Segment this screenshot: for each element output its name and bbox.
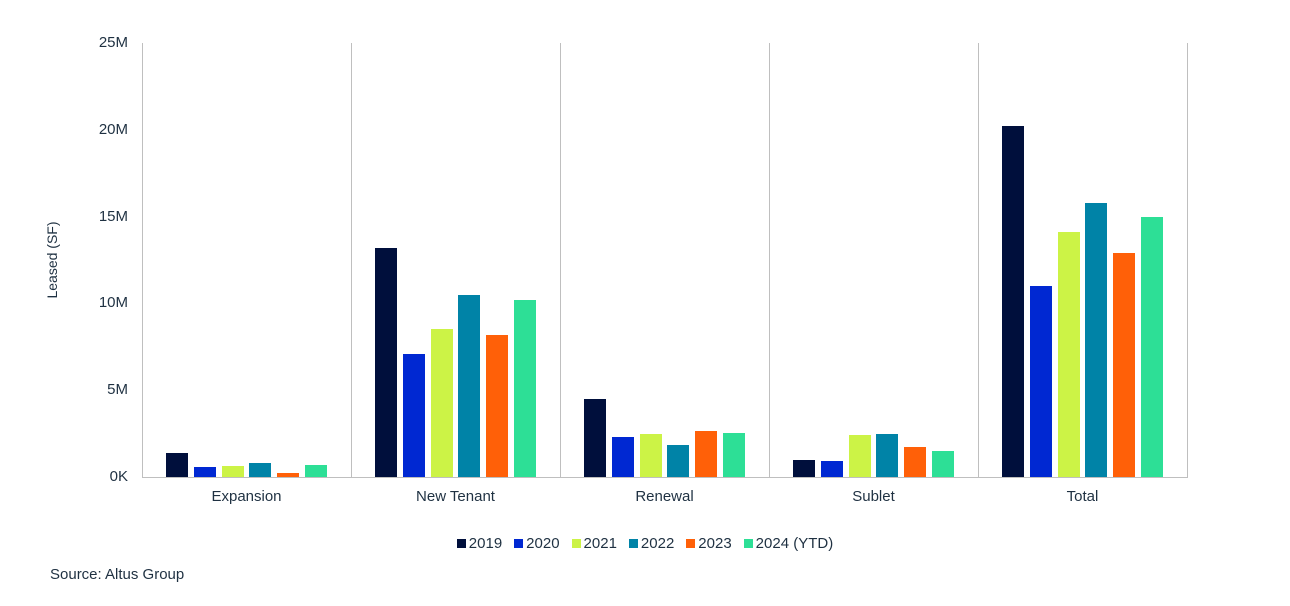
legend-item: 2019 (456, 535, 503, 552)
y-tick-label: 5M (107, 381, 128, 399)
bar-total-2021 (1057, 232, 1080, 477)
legend-swatch-icon (456, 539, 466, 548)
x-axis-line (142, 477, 1188, 478)
bar-expansion-2021 (221, 465, 244, 477)
bar-sublet-2020 (820, 461, 843, 477)
category-separator (769, 43, 770, 477)
legend-label: 2021 (583, 535, 617, 552)
legend: 2019 2020 2021 2022 2023 2024 (YTD) (0, 535, 1290, 552)
legend-swatch-icon (686, 539, 696, 548)
bar-total-2023 (1113, 253, 1136, 477)
legend-swatch-icon (514, 539, 524, 548)
bar-total-2024ytd (1141, 216, 1163, 477)
bar-total-2020 (1029, 286, 1052, 477)
bar-total-2019 (1002, 126, 1024, 477)
bar-renewal-2021 (639, 433, 662, 477)
bar-new-tenant-2023 (486, 334, 509, 477)
bar-expansion-2023 (277, 472, 300, 477)
x-category-label: New Tenant (416, 488, 495, 505)
x-category-label: Renewal (635, 488, 694, 505)
legend-label: 2020 (526, 535, 560, 552)
y-tick-label: 15M (98, 207, 128, 225)
x-category-label: Expansion (211, 488, 282, 505)
bar-total-2022 (1085, 202, 1108, 477)
bar-new-tenant-2021 (430, 329, 453, 477)
bar-new-tenant-2020 (402, 353, 425, 477)
bar-sublet-2022 (876, 433, 899, 477)
legend-label: 2024 (YTD) (755, 535, 834, 552)
category-separator (1187, 43, 1188, 477)
legend-label: 2023 (698, 535, 732, 552)
bar-renewal-2020 (611, 437, 634, 477)
bar-renewal-2019 (584, 398, 606, 477)
bar-expansion-2022 (249, 463, 272, 477)
bar-expansion-2019 (166, 452, 188, 477)
bar-new-tenant-2024ytd (514, 299, 536, 477)
x-category-label: Total (1066, 488, 1099, 505)
y-tick-label: 20M (98, 120, 128, 138)
category-separator (978, 43, 979, 477)
bar-renewal-2023 (695, 430, 718, 477)
legend-item: 2022 (628, 535, 675, 552)
y-tick-label: 0K (109, 468, 128, 485)
category-separator (560, 43, 561, 477)
bar-sublet-2024ytd (932, 450, 954, 477)
category-separator (351, 43, 352, 477)
bar-expansion-2020 (193, 466, 216, 477)
source-note: Source: Altus Group (50, 566, 185, 583)
legend-swatch-icon (743, 539, 753, 548)
bar-expansion-2024ytd (305, 464, 327, 477)
bar-new-tenant-2019 (375, 247, 397, 477)
legend-item: 2024 (YTD) (743, 535, 834, 552)
y-tick-label: 25M (98, 34, 128, 51)
legend-swatch-icon (628, 539, 638, 548)
y-axis-line (142, 43, 143, 478)
legend-item: 2020 (514, 535, 560, 552)
bar-sublet-2023 (904, 446, 927, 477)
legend-item: 2023 (686, 535, 732, 552)
bar-renewal-2024ytd (723, 432, 745, 477)
y-tick-label: 10M (98, 294, 128, 312)
legend-label: 2022 (640, 535, 675, 552)
legend-swatch-icon (571, 539, 581, 548)
bar-sublet-2021 (848, 435, 871, 477)
legend-label: 2019 (468, 535, 503, 552)
bar-sublet-2019 (793, 459, 815, 477)
x-category-label: Sublet (852, 488, 895, 505)
bar-renewal-2022 (667, 444, 690, 477)
legend-item: 2021 (571, 535, 617, 552)
bar-new-tenant-2022 (458, 294, 481, 477)
y-axis-label: Leased (SF) (44, 221, 60, 299)
